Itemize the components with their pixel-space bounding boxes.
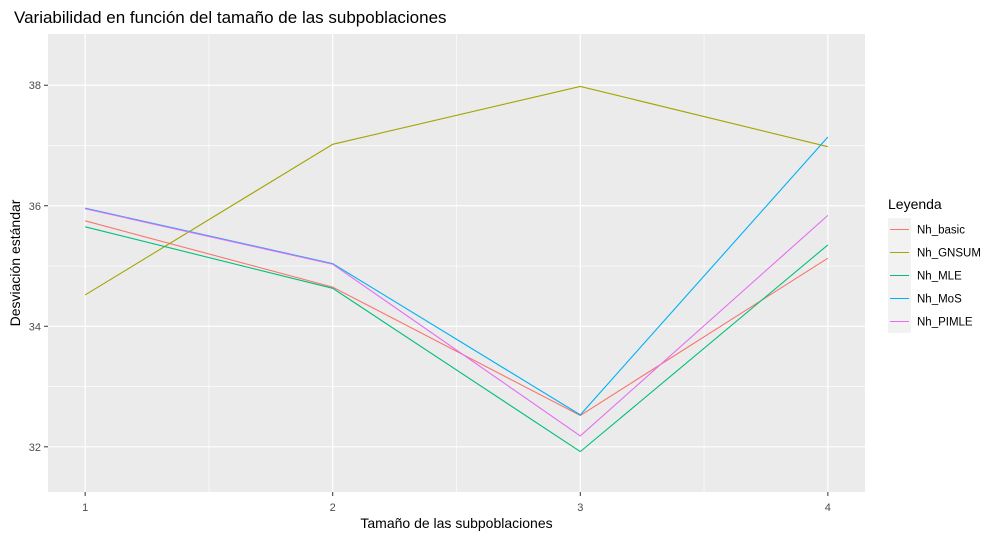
x-tick-label: 2 [330,502,336,514]
x-axis-title: Tamaño de las subpoblaciones [360,515,552,531]
minor-gridlines [48,34,865,492]
legend-title: Leyenda [888,196,942,212]
y-axis-title: Desviación estándar [7,199,23,326]
y-tick-label: 32 [29,442,41,454]
legend-label: Nh_MLE [917,271,962,283]
x-tick-label: 4 [825,502,831,514]
chart-title: Variabilidad en función del tamaño de la… [14,8,447,27]
x-tick-label: 1 [82,502,88,514]
legend-label: Nh_PIMLE [917,317,973,329]
legend-label: Nh_basic [917,225,965,237]
legend-items: Nh_basic Nh_GNSUM Nh_MLE Nh_MoS Nh_PIMLE [888,218,981,333]
legend-label: Nh_GNSUM [917,248,981,260]
series-line-Nh_basic [84,220,829,417]
series-lines [84,85,829,453]
series-line-Nh_MLE [85,226,829,453]
y-tick-label: 38 [29,80,41,92]
major-gridlines [48,34,865,492]
series-line-Nh_PIMLE [85,208,829,437]
series-line-Nh_MoS [85,136,829,416]
legend: Leyenda Nh_basic Nh_GNSUM Nh_MLE Nh_MoS Nh_P… [888,196,981,333]
x-tick-label: 3 [577,502,583,514]
x-axis: 1 2 3 4 [82,492,831,514]
series-line-Nh_GNSUM [84,85,828,296]
legend-label: Nh_MoS [917,294,962,306]
y-tick-label: 34 [29,321,41,333]
y-axis: 32 34 36 38 [29,80,48,454]
y-tick-label: 36 [29,201,41,213]
